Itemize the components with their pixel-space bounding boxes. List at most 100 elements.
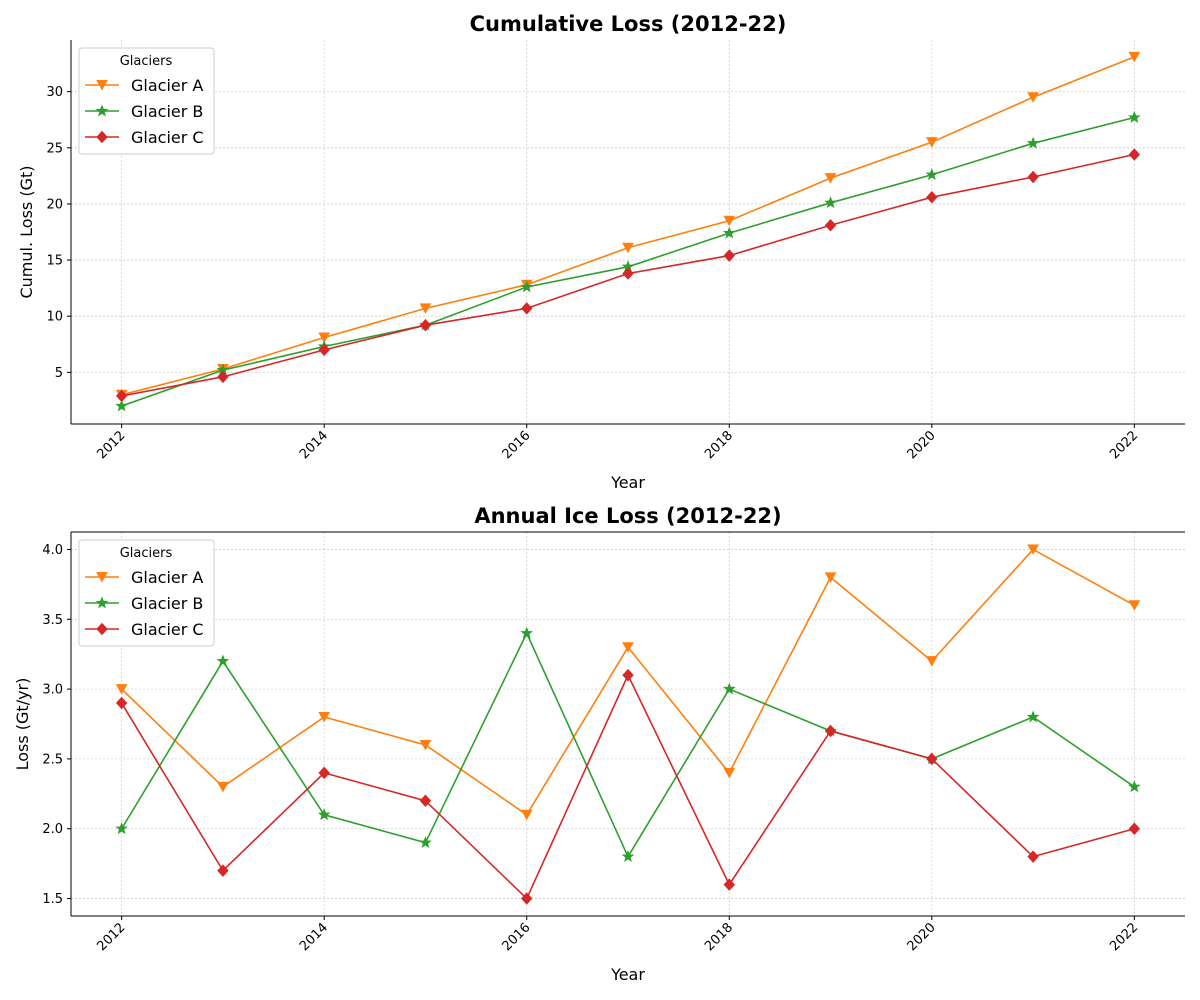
data-point — [520, 626, 534, 639]
data-point — [520, 280, 534, 293]
x-tick-label: 2022 — [1107, 428, 1141, 462]
legend-label: Glacier B — [131, 594, 203, 613]
chart-title: Cumulative Loss (2012-22) — [470, 12, 787, 36]
data-point — [1128, 110, 1141, 123]
x-tick-label: 2016 — [500, 920, 534, 954]
legend-title: Glaciers — [120, 546, 173, 561]
data-point — [115, 822, 128, 835]
data-point — [1128, 148, 1141, 161]
y-tick-label: 30 — [46, 85, 63, 100]
data-point — [723, 215, 736, 227]
data-point — [925, 137, 938, 148]
legend-swatch-marker — [96, 130, 108, 144]
data-point — [722, 226, 736, 239]
x-tick-label: 2014 — [297, 428, 331, 462]
x-tick-label: 2018 — [702, 428, 736, 462]
data-point — [1026, 710, 1040, 723]
y-tick-label: 4.0 — [42, 543, 63, 558]
series-line — [121, 548, 1135, 816]
series-line — [121, 56, 1135, 396]
series-glacier-c — [115, 668, 1141, 905]
data-point — [217, 370, 229, 384]
legend-swatch-marker — [95, 104, 109, 117]
y-axis-label: Cumul. Loss (Gt) — [17, 166, 36, 299]
data-point — [723, 878, 735, 891]
legend-label: Glacier A — [131, 76, 203, 95]
y-tick-label: 3.5 — [42, 613, 63, 628]
series-glacier-b — [115, 110, 1141, 412]
data-point — [115, 684, 128, 695]
x-axis-label: Year — [610, 965, 645, 984]
data-point — [622, 642, 634, 653]
cumulative-loss-panel: 2012 2014 2016 2018 2020 2022 5 10 15 20 25 30 Cumul… — [17, 12, 1185, 492]
data-point — [115, 696, 128, 710]
legend-swatch-marker — [95, 596, 109, 609]
data-point — [318, 343, 330, 357]
series-glacier-a — [115, 544, 1141, 821]
y-tick-label: 25 — [46, 141, 63, 156]
legend-label: Glacier C — [131, 128, 204, 147]
data-point — [622, 242, 634, 254]
data-point — [1027, 850, 1039, 863]
series-line — [120, 673, 1135, 900]
data-point — [1128, 780, 1141, 793]
data-point — [926, 190, 938, 204]
y-tick-label: 3.0 — [42, 683, 63, 698]
data-point — [824, 196, 837, 209]
data-point — [217, 864, 229, 877]
data-point — [1128, 600, 1141, 611]
data-point — [318, 712, 331, 723]
data-point — [1128, 51, 1141, 63]
y-tick-label: 10 — [46, 310, 63, 325]
legend-frame — [78, 539, 215, 647]
series-line — [120, 631, 1135, 859]
data-point — [419, 739, 432, 751]
legend: Glaciers Glacier A Glacier B Glacier C — [78, 539, 215, 647]
legend-label: Glacier A — [131, 568, 203, 587]
series-glacier-a — [115, 51, 1141, 401]
data-point — [824, 219, 837, 232]
x-tick-label: 2016 — [500, 428, 534, 462]
x-tick-label: 2020 — [905, 920, 939, 954]
legend-swatch-marker — [96, 622, 108, 636]
x-tick-label: 2022 — [1107, 920, 1141, 954]
y-tick-label: 2.0 — [42, 822, 63, 837]
legend-frame — [78, 47, 215, 155]
data-point — [419, 318, 432, 332]
data-point — [1027, 92, 1039, 103]
data-point — [115, 399, 128, 412]
data-point — [520, 809, 533, 821]
x-tick-label: 2020 — [905, 428, 939, 462]
data-point — [521, 302, 533, 315]
x-axis-label: Year — [610, 473, 645, 492]
x-tick-label: 2018 — [702, 920, 736, 954]
data-point — [419, 303, 432, 314]
legend-title: Glaciers — [120, 54, 173, 69]
y-axis-label: Loss (Gt/yr) — [13, 678, 32, 771]
legend-label: Glacier B — [131, 102, 203, 121]
x-tick-label: 2012 — [94, 428, 128, 462]
grid — [71, 40, 1185, 424]
data-point — [419, 794, 432, 808]
data-point — [621, 850, 635, 863]
y-tick-label: 5 — [55, 366, 63, 381]
data-point — [622, 267, 634, 280]
data-point — [622, 668, 634, 682]
data-point — [723, 767, 736, 779]
data-point — [318, 332, 331, 344]
data-point — [926, 752, 938, 766]
data-point — [925, 656, 938, 667]
legend-label: Glacier C — [131, 620, 204, 639]
x-tick-label: 2014 — [297, 920, 331, 954]
y-tick-label: 2.5 — [42, 752, 63, 767]
data-point — [1027, 544, 1039, 555]
data-point — [824, 572, 837, 583]
data-point — [1027, 170, 1039, 184]
data-point — [115, 389, 128, 403]
data-point — [1026, 136, 1040, 149]
series-glacier-c — [115, 148, 1141, 403]
y-tick-label: 15 — [46, 254, 63, 269]
legend-swatch-marker — [96, 572, 108, 583]
data-point — [824, 173, 837, 184]
